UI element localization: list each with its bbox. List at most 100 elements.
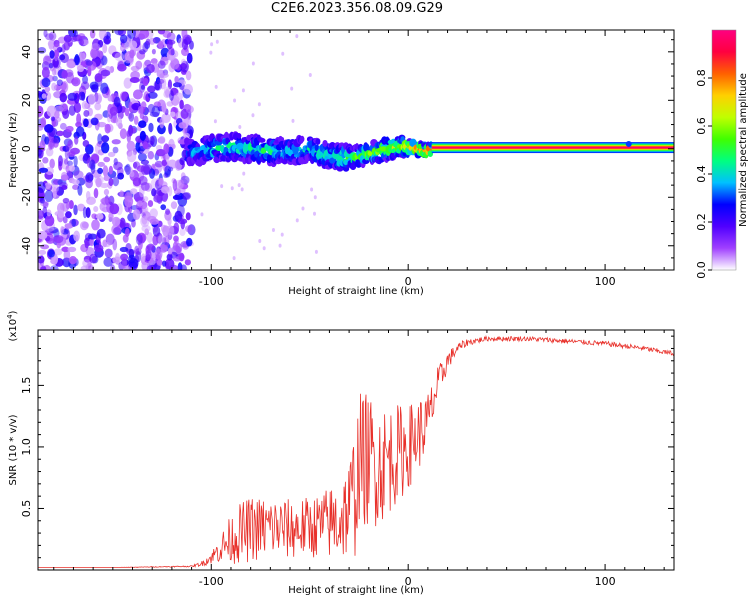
snr-frame — [37, 329, 675, 571]
noise-blob — [91, 219, 100, 231]
noise-blob — [185, 212, 191, 221]
noise-blob — [135, 60, 143, 70]
snr-y-tick-label: 1.5 — [20, 377, 33, 395]
noise-blob — [146, 243, 155, 251]
noise-blob — [40, 265, 47, 270]
colorbar-tick-label: 0.6 — [695, 117, 708, 135]
noise-blob — [64, 223, 74, 229]
ridge-blob — [294, 146, 299, 153]
noise-blob — [49, 158, 55, 169]
noise-blob — [62, 145, 70, 152]
noise-speckle — [242, 171, 246, 176]
noise-blob — [73, 230, 80, 242]
noise-blob — [151, 48, 156, 55]
noise-blob — [46, 105, 57, 117]
noise-blob — [45, 33, 54, 41]
spectrogram-y-ticks: -40 -20 0 20 40 — [20, 39, 674, 271]
noise-blob — [117, 172, 125, 180]
noise-blob — [102, 165, 109, 177]
noise-blob — [38, 47, 47, 54]
noise-blob — [59, 182, 68, 189]
noise-blob — [128, 101, 133, 113]
noise-blob — [141, 224, 151, 233]
noise-blob — [72, 184, 80, 190]
noise-blob — [149, 135, 155, 146]
noise-blob — [179, 157, 185, 166]
noise-blob — [103, 35, 112, 45]
noise-blob — [58, 155, 63, 167]
noise-blob — [51, 56, 61, 69]
noise-blob — [106, 111, 112, 123]
noise-blob — [94, 73, 103, 83]
noise-speckle — [233, 98, 237, 103]
noise-blob — [147, 85, 156, 93]
noise-speckle — [314, 249, 318, 254]
noise-blob — [161, 186, 170, 194]
noise-blob — [139, 30, 150, 39]
ridge-blob — [299, 135, 305, 143]
noise-blob — [108, 165, 113, 175]
noise-blob — [181, 47, 189, 57]
noise-blob — [147, 103, 156, 114]
noise-blob — [177, 218, 188, 225]
noise-blob — [96, 228, 106, 239]
colorbar: 0.0 0.2 0.4 0.6 0.8 Normalized spectral ampl… — [695, 29, 749, 279]
noise-speckle — [210, 42, 214, 47]
noise-speckle — [200, 212, 204, 217]
noise-blob — [102, 242, 111, 248]
noise-blob — [97, 121, 107, 128]
noise-blob — [97, 167, 104, 174]
noise-blob — [185, 70, 192, 81]
noise-blob — [41, 93, 47, 99]
noise-blob — [93, 206, 99, 213]
noise-blob — [67, 139, 74, 149]
noise-blob — [119, 217, 126, 229]
noise-blob — [124, 227, 130, 238]
noise-blob — [184, 259, 191, 266]
ridge-stable-band — [431, 146, 674, 149]
snr-y-ticks: 0.5 1.0 1.5 — [20, 335, 674, 571]
noise-speckle — [310, 187, 314, 192]
noise-blob — [91, 43, 101, 50]
noise-blob — [63, 34, 72, 43]
noise-blob — [59, 92, 68, 103]
snr-x-label: Height of straight line (km) — [288, 585, 424, 596]
noise-blob — [93, 244, 104, 253]
noise-blob — [157, 40, 164, 49]
noise-blob — [97, 133, 103, 145]
noise-speckle — [291, 118, 295, 123]
noise-blob — [178, 252, 185, 262]
noise-blob — [165, 208, 171, 215]
noise-blob — [96, 213, 104, 220]
noise-speckle — [251, 113, 255, 118]
noise-blob — [42, 55, 51, 66]
noise-blob — [74, 136, 79, 145]
noise-blob — [120, 44, 126, 52]
noise-blob — [77, 184, 83, 196]
noise-blob — [166, 253, 173, 261]
noise-blob — [61, 246, 69, 252]
noise-blob — [126, 140, 136, 152]
noise-blob — [167, 217, 172, 226]
noise-blob — [139, 49, 146, 55]
noise-blob — [38, 231, 48, 240]
noise-blob — [134, 245, 140, 256]
noise-blob — [81, 100, 89, 110]
noise-blob — [140, 181, 150, 191]
snr-series-line — [38, 334, 674, 568]
noise-blob — [166, 225, 175, 236]
noise-blob — [186, 237, 193, 247]
noise-blob — [80, 265, 91, 270]
noise-blob — [71, 218, 77, 227]
noise-blob — [39, 197, 46, 204]
noise-blob — [142, 196, 149, 202]
noise-blob — [149, 111, 160, 117]
noise-blob — [149, 218, 160, 225]
noise-blob — [179, 228, 186, 236]
noise-speckle — [232, 256, 236, 261]
noise-blob — [156, 259, 163, 266]
noise-blob — [40, 244, 50, 250]
noise-blob — [148, 122, 154, 133]
noise-blob — [56, 130, 64, 137]
